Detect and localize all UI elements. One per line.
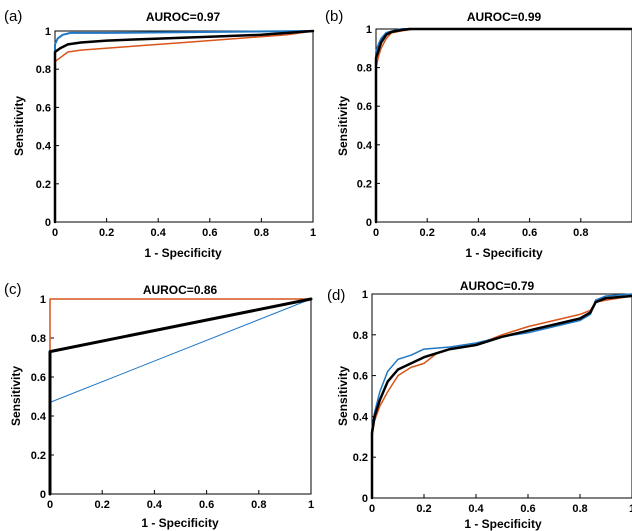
panel-d-xtick-label: 0.8 xyxy=(572,503,587,515)
panel-b-ytick-label: 0.6 xyxy=(357,101,372,113)
panel-a-axes-frame xyxy=(54,30,314,223)
panel-a-xtick-label: 0.6 xyxy=(202,227,217,239)
panel-a-ytick-label: 0 xyxy=(45,217,51,229)
panel-a: (a) AUROC=0.97 1 - Specificity Sensitivi… xyxy=(4,8,316,260)
panel-b-roc-curve-black xyxy=(374,27,632,224)
panel-a-ytick-label: 0.8 xyxy=(36,64,51,76)
panel-a-xtick-label: 0.8 xyxy=(254,227,269,239)
panel-c-xtick-label: 0.6 xyxy=(199,499,214,511)
panel-a-ytick-label: 1 xyxy=(45,26,51,38)
panel-a-ytick-label: 0.4 xyxy=(36,141,52,153)
panel-d-xtick-label: 0.2 xyxy=(416,503,431,515)
panel-d-ylabel: Sensitivity xyxy=(336,366,350,426)
panel-d-roc-curve-black xyxy=(370,294,632,500)
panel-c-roc-curve-orange xyxy=(49,298,312,495)
panel-c-title: AUROC=0.86 xyxy=(143,283,218,297)
panel-a-ylabel: Sensitivity xyxy=(12,96,26,156)
panel-b-plot: 0 0.2 0.4 0.6 0.8 0 0.2 0.4 0.6 0.8 1 xyxy=(357,24,632,239)
panel-c: (c) AUROC=0.86 1 - Specificity Sensitivi… xyxy=(4,281,314,530)
panel-b-ytick-label: 0.2 xyxy=(357,178,372,190)
panel-d-ytick-label: 1 xyxy=(362,289,368,301)
panel-a-plot: 0 0.2 0.4 0.6 0.8 1 0 0.2 0.4 0.6 0.8 1 xyxy=(36,26,316,239)
panel-b-roc-curve-orange xyxy=(375,28,632,223)
panel-a-xtick-label: 0 xyxy=(52,227,58,239)
panel-c-roc-curve-blue xyxy=(49,298,312,495)
panel-b-title: AUROC=0.99 xyxy=(467,10,542,24)
panel-c-plot: 0 0.2 0.4 0.6 0.8 1 0 0.2 0.4 0.6 0.8 1 xyxy=(31,294,314,511)
panel-c-xlabel: 1 - Specificity xyxy=(141,516,219,530)
panel-b-ytick-label: 0.4 xyxy=(357,140,373,152)
panel-d-roc-curve-blue xyxy=(371,293,632,499)
panel-d-axes-frame xyxy=(371,293,632,499)
panel-d-ytick-label: 0.2 xyxy=(353,452,368,464)
panel-c-xtick-label: 0.2 xyxy=(95,499,110,511)
panel-a-xtick-label: 1 xyxy=(310,227,316,239)
panel-d-ytick-label: 0.6 xyxy=(353,371,368,383)
panel-a-roc-curve-orange xyxy=(54,30,314,223)
panel-d-roc-curve-orange xyxy=(371,295,632,499)
panel-d-ytick-label: 0.8 xyxy=(353,330,368,342)
panel-d-plot: 0 0.2 0.4 0.6 0.8 1 0 0.2 0.4 0.6 0.8 1 xyxy=(353,289,632,515)
panel-d-ytick-label: 0 xyxy=(362,493,368,505)
panel-a-xtick-label: 0.2 xyxy=(99,227,114,239)
panel-a-roc-curve-black xyxy=(53,29,315,224)
panel-d-title: AUROC=0.79 xyxy=(460,279,535,293)
panel-c-ytick-label: 0.8 xyxy=(31,333,46,345)
panel-b-ytick-label: 0.8 xyxy=(357,63,372,75)
panel-b-axes-frame xyxy=(375,28,632,223)
panel-c-xtick-label: 0.8 xyxy=(251,499,266,511)
panel-a-title: AUROC=0.97 xyxy=(146,10,221,24)
panel-b-xtick-label: 0.2 xyxy=(420,227,435,239)
panel-b-roc-curve-blue xyxy=(375,28,632,223)
panel-b-ytick-label: 0 xyxy=(366,217,372,229)
panel-b-xtick-label: 0.4 xyxy=(471,227,487,239)
panel-a-xtick-label: 0.4 xyxy=(151,227,167,239)
panel-b: (b) AUROC=0.99 1 - Specificity Sensitivi… xyxy=(325,8,632,260)
panel-c-roc-curve-black xyxy=(48,297,313,496)
panel-d-xlabel: 1 - Specificity xyxy=(464,517,542,531)
panel-c-label: (c) xyxy=(4,281,22,298)
panel-c-xtick-label: 1 xyxy=(308,499,314,511)
panel-b-label: (b) xyxy=(325,8,343,25)
panel-b-xtick-label: 0 xyxy=(373,227,379,239)
panel-c-ytick-label: 0.2 xyxy=(31,450,46,462)
panel-a-roc-curve-blue xyxy=(54,30,314,223)
panel-c-xtick-label: 0.4 xyxy=(147,499,163,511)
panel-c-xtick-label: 0 xyxy=(47,499,53,511)
panel-d-label: (d) xyxy=(327,287,345,304)
panel-c-axes-frame xyxy=(49,298,312,495)
panel-c-ytick-label: 1 xyxy=(40,294,46,306)
panel-d-ytick-label: 0.4 xyxy=(353,411,369,423)
panel-a-label: (a) xyxy=(4,8,22,25)
panel-b-xlabel: 1 - Specificity xyxy=(465,246,543,260)
panel-b-ylabel: Sensitivity xyxy=(336,96,350,156)
panel-d-xtick-label: 0.6 xyxy=(520,503,535,515)
panel-a-xlabel: 1 - Specificity xyxy=(144,246,222,260)
panel-b-xtick-label: 0.8 xyxy=(573,227,588,239)
panel-d-xtick-label: 0.4 xyxy=(468,503,484,515)
panel-b-xtick-label: 0.6 xyxy=(522,227,537,239)
panel-b-ytick-label: 1 xyxy=(366,24,372,36)
panel-c-ytick-label: 0 xyxy=(40,489,46,501)
panel-d: (d) AUROC=0.79 1 - Specificity Sensitivi… xyxy=(327,279,632,531)
panel-a-ytick-label: 0.2 xyxy=(36,179,51,191)
panel-d-xtick-label: 1 xyxy=(629,503,632,515)
panel-c-ylabel: Sensitivity xyxy=(9,366,23,426)
panel-c-ytick-label: 0.4 xyxy=(31,411,47,423)
panel-d-xtick-label: 0 xyxy=(369,503,375,515)
panel-c-ytick-label: 0.6 xyxy=(31,372,46,384)
panel-a-ytick-label: 0.6 xyxy=(36,102,51,114)
